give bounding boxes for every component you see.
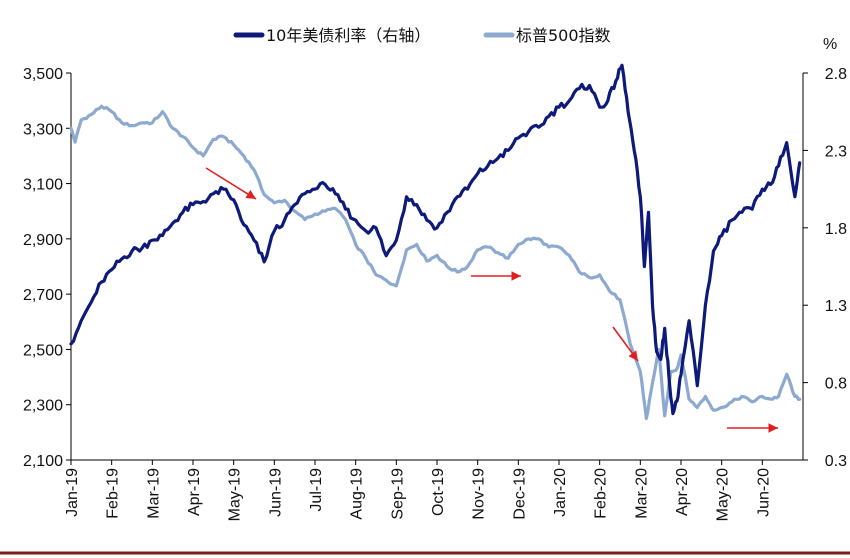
left-tick-label: 2,300 (23, 398, 63, 415)
x-tick-label: Jul-19 (308, 468, 325, 512)
arrow-3 (612, 326, 639, 362)
series-line-treasury-yield (69, 63, 802, 416)
right-tick-label: 1.3 (825, 298, 847, 315)
legend-label-yield: 10年美债利率（右轴） (266, 26, 430, 45)
right-axis-ticks: 0.3 0.8 1.3 1.8 2.3 2.8 (803, 66, 847, 470)
x-tick-label: Jun-19 (267, 468, 284, 517)
left-axis-ticks: 2,100 2,300 2,500 2,700 2,900 3,100 3,300 3,500 (23, 66, 71, 470)
x-tick-label: Oct-19 (430, 468, 447, 516)
left-tick-label: 2,500 (23, 342, 63, 359)
legend-label-sp500: 标普500指数 (516, 26, 611, 45)
x-tick-label: May-20 (715, 468, 732, 521)
series-line-sp500 (69, 104, 802, 421)
x-tick-label: Jan-20 (552, 468, 569, 517)
left-tick-label: 3,100 (23, 177, 63, 194)
x-tick-label: Mar-19 (145, 468, 162, 519)
x-tick-label: Aug-19 (349, 468, 366, 520)
left-tick-label: 2,900 (23, 232, 63, 249)
x-tick-label: Feb-19 (105, 468, 122, 519)
x-tick-label: Mar-20 (633, 468, 650, 519)
right-tick-label: 2.8 (825, 66, 847, 83)
legend: 10年美债利率（右轴） 标普500指数 (233, 26, 611, 45)
x-tick-label: Apr-19 (186, 468, 203, 516)
series-layer (69, 63, 802, 421)
x-tick-label: Jan-19 (64, 468, 81, 517)
left-tick-label: 3,300 (23, 121, 63, 138)
right-axis-unit: % (823, 36, 837, 53)
right-tick-label: 0.8 (825, 376, 847, 393)
left-tick-label: 2,700 (23, 287, 63, 304)
x-axis-ticks: Jan-19 Feb-19 Mar-19 Apr-19 May-19 Jun-19 Jul-… (64, 460, 772, 521)
left-tick-label: 2,100 (23, 453, 63, 470)
right-tick-label: 1.8 (825, 221, 847, 238)
x-tick-label: Dec-19 (511, 468, 528, 520)
x-tick-label: Nov-19 (471, 468, 488, 520)
x-tick-label: Sep-19 (389, 468, 406, 520)
left-tick-label: 3,500 (23, 66, 63, 83)
x-tick-label: Jun-20 (755, 468, 772, 517)
right-tick-label: 2.3 (825, 143, 847, 160)
right-tick-label: 0.3 (825, 453, 847, 470)
arrow-1 (205, 167, 257, 200)
x-tick-label: Feb-20 (593, 468, 610, 519)
x-tick-label: May-19 (227, 468, 244, 521)
x-tick-label: Apr-20 (674, 468, 691, 516)
annotation-arrows (205, 167, 778, 433)
